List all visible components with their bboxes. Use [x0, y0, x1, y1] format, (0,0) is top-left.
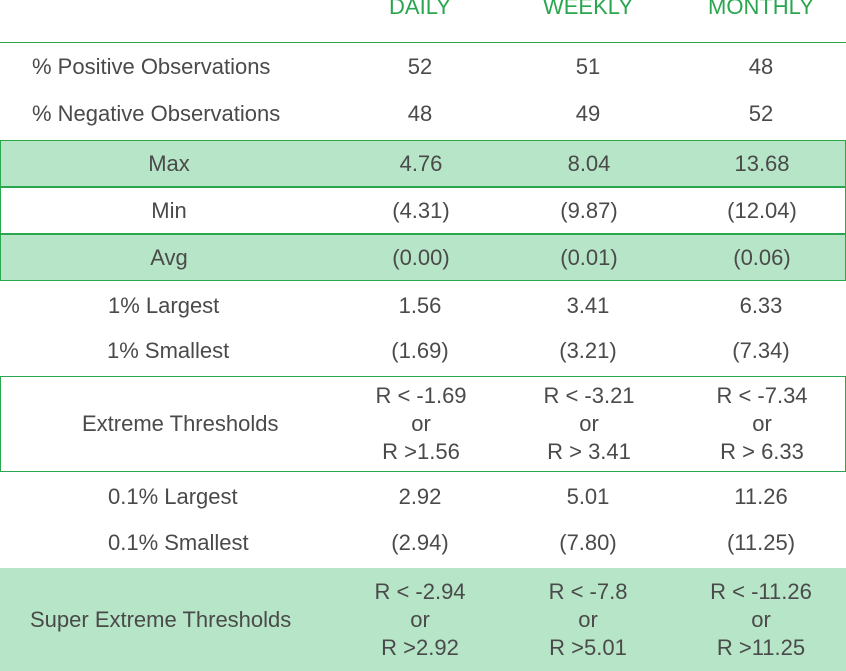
value-cell: (11.25) [726, 529, 796, 555]
row-label: % Negative Observations [32, 101, 281, 126]
row-label: Min [151, 197, 187, 223]
column-header: MONTHLY [708, 0, 814, 19]
value-cell: 11.26 [734, 483, 788, 509]
row-label: % Positive Observations [32, 54, 271, 79]
row-label: 1% Smallest [107, 338, 230, 363]
value-line: R >5.01 [549, 634, 627, 660]
value-cell: (7.34) [732, 338, 790, 363]
table-row: % Positive Observations 52 51 48 [0, 43, 846, 91]
value-cell: R < -7.8 or R >5.01 [498, 568, 678, 671]
value-cell: (4.31) [392, 197, 450, 223]
value-line: R < -11.26 [710, 578, 812, 604]
value-cell: (7.80) [559, 529, 617, 555]
value-cell: (0.06) [733, 244, 791, 270]
table-row: 1% Smallest (1.69) (3.21) (7.34) [0, 328, 846, 374]
value-cell: 1.56 [398, 292, 442, 318]
value-cell: (9.87) [560, 197, 618, 223]
value-line: R < -7.34 [716, 383, 808, 408]
table-row: 0.1% Smallest (2.94) (7.80) (11.25) [0, 519, 846, 566]
column-header: WEEKLY [542, 0, 634, 19]
column-header: DAILY [389, 0, 451, 19]
value-cell: 49 [575, 101, 601, 126]
value-cell: 4.76 [399, 150, 443, 176]
value-cell: 13.68 [734, 150, 790, 176]
value-cell: R < -7.34 or R > 6.33 [672, 377, 846, 471]
table-row: 0.1% Largest 2.92 5.01 11.26 [0, 474, 846, 519]
value-cell: 52 [748, 101, 774, 126]
value-line: R > 3.41 [547, 439, 631, 464]
value-cell: (0.00) [392, 244, 450, 270]
row-label: Extreme Thresholds [82, 411, 279, 436]
value-line: R >11.25 [716, 634, 806, 660]
row-label: 0.1% Largest [108, 483, 238, 509]
row-label: Super Extreme Thresholds [30, 606, 292, 632]
value-line: or [751, 606, 771, 632]
value-line: R > 6.33 [720, 439, 804, 464]
value-line: or [578, 606, 598, 632]
value-line: or [410, 606, 430, 632]
value-line: R >2.92 [381, 634, 459, 660]
value-cell: R < -1.69 or R >1.56 [331, 377, 511, 471]
value-cell: (0.01) [560, 244, 618, 270]
value-cell: 52 [407, 54, 433, 79]
value-line: R < -2.94 [374, 578, 466, 604]
value-line: or [752, 411, 772, 436]
value-cell: (3.21) [559, 338, 617, 363]
header-rule [0, 42, 846, 43]
value-cell: (12.04) [727, 197, 797, 223]
row-label: Max [148, 150, 190, 176]
table-row: Avg (0.00) (0.01) (0.06) [0, 234, 846, 281]
value-line: R >1.56 [382, 439, 460, 464]
value-cell: 6.33 [739, 292, 783, 318]
value-cell: 2.92 [398, 483, 442, 509]
value-cell: R < -3.21 or R > 3.41 [499, 377, 679, 471]
table-row: Max 4.76 8.04 13.68 [0, 140, 846, 187]
value-cell: (1.69) [391, 338, 449, 363]
value-cell: 3.41 [566, 292, 610, 318]
value-cell: 8.04 [567, 150, 611, 176]
row-label: 1% Largest [108, 292, 220, 318]
value-line: or [411, 411, 431, 436]
table-row: Min (4.31) (9.87) (12.04) [0, 187, 846, 234]
table-row: Extreme Thresholds R < -1.69 or R >1.56 R < … [0, 376, 846, 472]
value-line: R < -1.69 [375, 383, 467, 408]
row-label: 0.1% Smallest [108, 529, 249, 555]
value-cell: R < -11.26 or R >11.25 [671, 568, 846, 671]
value-cell: 48 [748, 54, 774, 79]
value-cell: 5.01 [566, 483, 610, 509]
table-row: Super Extreme Thresholds R < -2.94 or R >2.… [0, 568, 846, 671]
row-label: Avg [150, 244, 188, 270]
table-row: % Negative Observations 48 49 52 [0, 90, 846, 138]
value-cell: 51 [575, 54, 601, 79]
value-line: R < -3.21 [543, 383, 635, 408]
table-row: 1% Largest 1.56 3.41 6.33 [0, 283, 846, 328]
value-line: or [579, 411, 599, 436]
value-cell: 48 [407, 101, 433, 126]
value-line: R < -7.8 [548, 578, 628, 604]
value-cell: (2.94) [391, 529, 449, 555]
value-cell: R < -2.94 or R >2.92 [330, 568, 510, 671]
